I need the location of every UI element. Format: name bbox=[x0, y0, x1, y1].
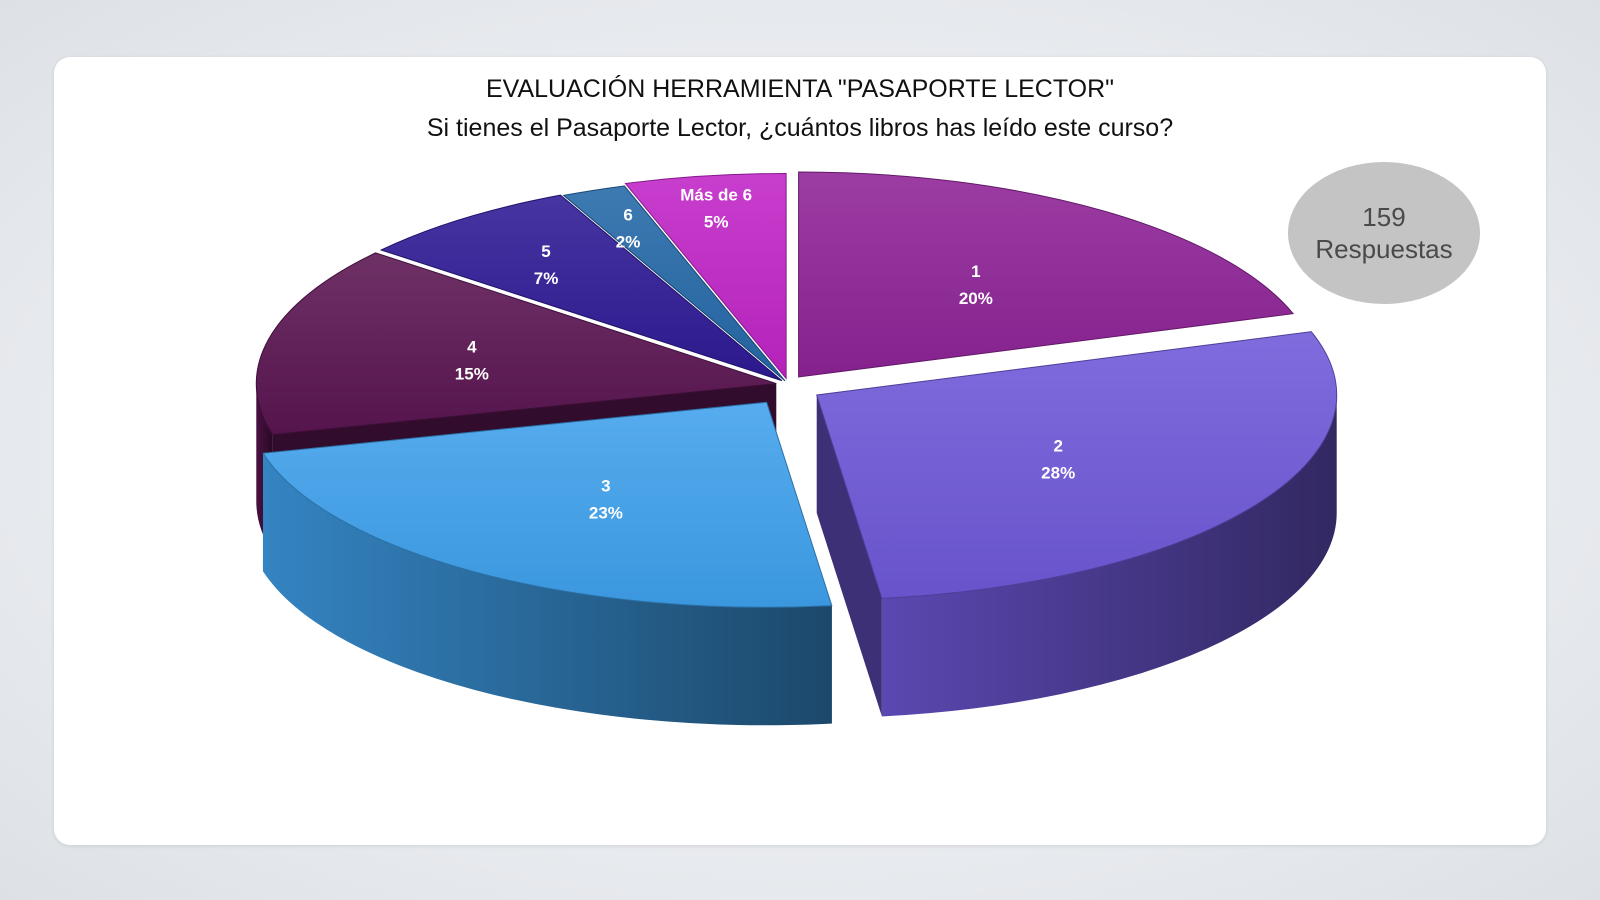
slice-percent-label: 15% bbox=[455, 365, 489, 384]
pie-slice-2 bbox=[816, 331, 1338, 599]
pie-slice-1 bbox=[798, 171, 1295, 378]
slice-category-label: 5 bbox=[541, 242, 550, 261]
responses-count: 159 bbox=[1362, 202, 1406, 232]
slice-category-label: 1 bbox=[971, 262, 980, 281]
slice-category-label: 6 bbox=[623, 206, 632, 225]
slice-category-label: 2 bbox=[1053, 436, 1062, 455]
responses-label: Respuestas bbox=[1315, 234, 1453, 264]
slice-category-label: 4 bbox=[467, 338, 477, 357]
pie-slice-3 bbox=[262, 401, 833, 608]
slice-percent-label: 28% bbox=[1041, 463, 1075, 482]
slice-percent-label: 23% bbox=[589, 504, 623, 523]
chart-subtitle: Si tienes el Pasaporte Lector, ¿cuántos … bbox=[426, 114, 1174, 142]
slice-wall bbox=[816, 395, 882, 717]
slice-side-3 bbox=[262, 453, 832, 726]
slice-percent-label: 20% bbox=[959, 289, 993, 308]
pie-slice-más-de-6 bbox=[624, 172, 787, 380]
pie-slices bbox=[255, 171, 1338, 608]
pie-slice-5 bbox=[379, 194, 783, 382]
pie-slice-6 bbox=[562, 185, 786, 382]
pie-slice-4 bbox=[255, 252, 777, 436]
slice-category-label: Más de 6 bbox=[680, 185, 752, 204]
slice-side-2 bbox=[881, 395, 1337, 717]
slice-percent-label: 2% bbox=[616, 233, 641, 252]
responses-badge: 159 Respuestas bbox=[1288, 162, 1480, 304]
slice-category-label: 3 bbox=[601, 477, 610, 496]
chart-title: EVALUACIÓN HERRAMIENTA "PASAPORTE LECTOR… bbox=[485, 75, 1115, 103]
slice-percent-label: 5% bbox=[704, 212, 729, 231]
pie-labels: 1 20% 2 28% 3 23% 4 15% 5 7% 6 2% Más de 6 5% bbox=[455, 185, 1075, 522]
slice-percent-label: 7% bbox=[534, 269, 559, 288]
